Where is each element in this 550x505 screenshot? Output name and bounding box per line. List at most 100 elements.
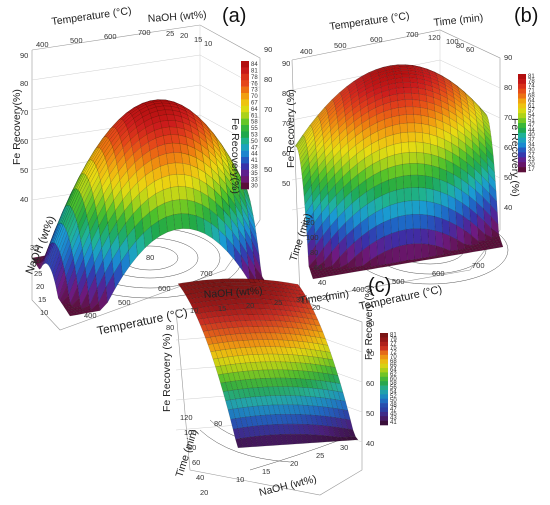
surface-facet xyxy=(326,272,336,277)
legend-tick-label: 56 xyxy=(390,385,397,391)
surface-facet xyxy=(397,201,406,218)
tick: 70 xyxy=(20,108,28,117)
legend-swatch xyxy=(241,80,249,87)
legend-swatch xyxy=(380,363,388,369)
surface-facet xyxy=(406,243,415,261)
tick: 600 xyxy=(432,269,445,278)
legend-swatch xyxy=(380,407,388,413)
legend-tick-label: 47 xyxy=(390,407,397,413)
surface-facet xyxy=(391,230,400,249)
surface-facet xyxy=(410,174,419,188)
tick: 100 xyxy=(184,428,197,437)
tick: 50 xyxy=(282,179,290,188)
legend-tick-label: 78 xyxy=(251,75,258,81)
panel-a-surface xyxy=(31,99,266,317)
legend-swatch xyxy=(518,132,526,138)
surface-facet xyxy=(389,189,398,206)
surface-facet xyxy=(312,275,321,280)
surface-facet xyxy=(427,229,436,247)
tick: 90 xyxy=(264,45,272,54)
tick: 50 xyxy=(504,173,512,182)
legend-tick-label: 41 xyxy=(390,420,397,426)
tick: 25 xyxy=(316,451,324,460)
tick: 600 xyxy=(158,284,171,293)
tick: 500 xyxy=(70,36,83,45)
legend-swatch xyxy=(380,350,388,356)
panel-a-right-z-label: Fe Recovery(%) xyxy=(229,118,241,194)
legend-tick-label: 64 xyxy=(390,368,397,374)
panel-b-surface xyxy=(294,64,504,280)
surface-facet xyxy=(407,131,416,143)
legend-tick-label: 58 xyxy=(390,381,397,387)
legend-swatch xyxy=(380,385,388,391)
surface-facet xyxy=(443,253,453,257)
legend-tick-label: 43 xyxy=(390,416,397,422)
tick: 90 xyxy=(504,53,512,62)
surface-facet xyxy=(164,200,174,218)
tick: 400 xyxy=(84,311,97,320)
surface-facet xyxy=(395,164,404,178)
surface-facet xyxy=(405,228,415,245)
tick: 80 xyxy=(166,323,174,332)
surface-facet xyxy=(394,152,403,167)
surface-facet xyxy=(399,66,408,69)
surface-facet xyxy=(420,228,429,245)
surface-facet xyxy=(418,187,427,202)
surface-facet xyxy=(412,214,421,229)
legend-swatch xyxy=(518,127,526,134)
tick: 60 xyxy=(314,263,322,272)
tick: 25 xyxy=(166,29,174,38)
legend-tick-label: 51 xyxy=(528,118,535,124)
panel-c-right-z-label: Fe Recovery (%) xyxy=(364,285,375,360)
legend-tick-label: 68 xyxy=(390,359,397,365)
surface-facet xyxy=(390,216,399,234)
legend-tick-label: 77 xyxy=(390,341,397,347)
legend-tick-label: 45 xyxy=(390,411,397,417)
surface-facet xyxy=(120,250,131,277)
panel-b-ticks: 400 500 600 700 120 100 80 60 90 80 70 6… xyxy=(282,30,512,302)
tick: 100 xyxy=(306,233,319,242)
legend-swatch xyxy=(241,93,249,100)
surface-facet xyxy=(392,123,401,135)
legend-tick-label: 37 xyxy=(528,138,535,144)
surface-facet xyxy=(402,82,411,88)
surface-facet xyxy=(405,106,414,115)
surface-facet xyxy=(435,230,444,249)
legend-tick-label: 23 xyxy=(528,157,535,163)
panel-b-top-temperature-label: Temperature (°C) xyxy=(329,10,411,33)
surface-facet xyxy=(424,175,434,190)
surface-facet xyxy=(203,218,213,239)
legend-tick-label: 66 xyxy=(390,363,397,369)
tick: 90 xyxy=(20,51,28,60)
legend-swatch xyxy=(518,103,526,109)
panel-c-ticks: 10 15 20 25 30 20 80 80 70 60 50 40 10 1… xyxy=(166,295,374,497)
surface-facet xyxy=(421,256,431,261)
legend-tick-label: 81 xyxy=(528,74,535,80)
tick: 70 xyxy=(366,349,374,358)
surface-facet xyxy=(416,152,425,165)
surface-facet xyxy=(416,163,426,176)
tick: 60 xyxy=(192,458,200,467)
tick: 700 xyxy=(472,261,485,270)
surface-facet xyxy=(355,268,365,272)
legend-swatch xyxy=(241,61,249,68)
tick: 60 xyxy=(504,143,512,152)
legend-swatch xyxy=(241,131,249,139)
tick: 25 xyxy=(274,298,282,307)
legend-swatch xyxy=(518,74,526,80)
legend-tick-label: 64 xyxy=(251,107,258,113)
legend-tick-label: 68 xyxy=(528,94,535,100)
legend-swatch xyxy=(518,157,526,163)
legend-tick-label: 34 xyxy=(528,143,535,149)
tick: 20 xyxy=(290,459,298,468)
panel-b-z-label: Fe Recovery (%) xyxy=(285,89,297,168)
tick: 600 xyxy=(104,32,117,41)
legend-swatch xyxy=(518,98,526,104)
tick: 700 xyxy=(406,30,419,39)
tick: 10 xyxy=(190,306,198,315)
panel-c-label: (c) xyxy=(368,275,391,297)
legend-tick-label: 48 xyxy=(390,403,397,409)
surface-facet xyxy=(350,436,359,441)
panel-c: (c) 80 NaOH (wt%) Time (min) Fe Recovery… xyxy=(161,275,397,499)
